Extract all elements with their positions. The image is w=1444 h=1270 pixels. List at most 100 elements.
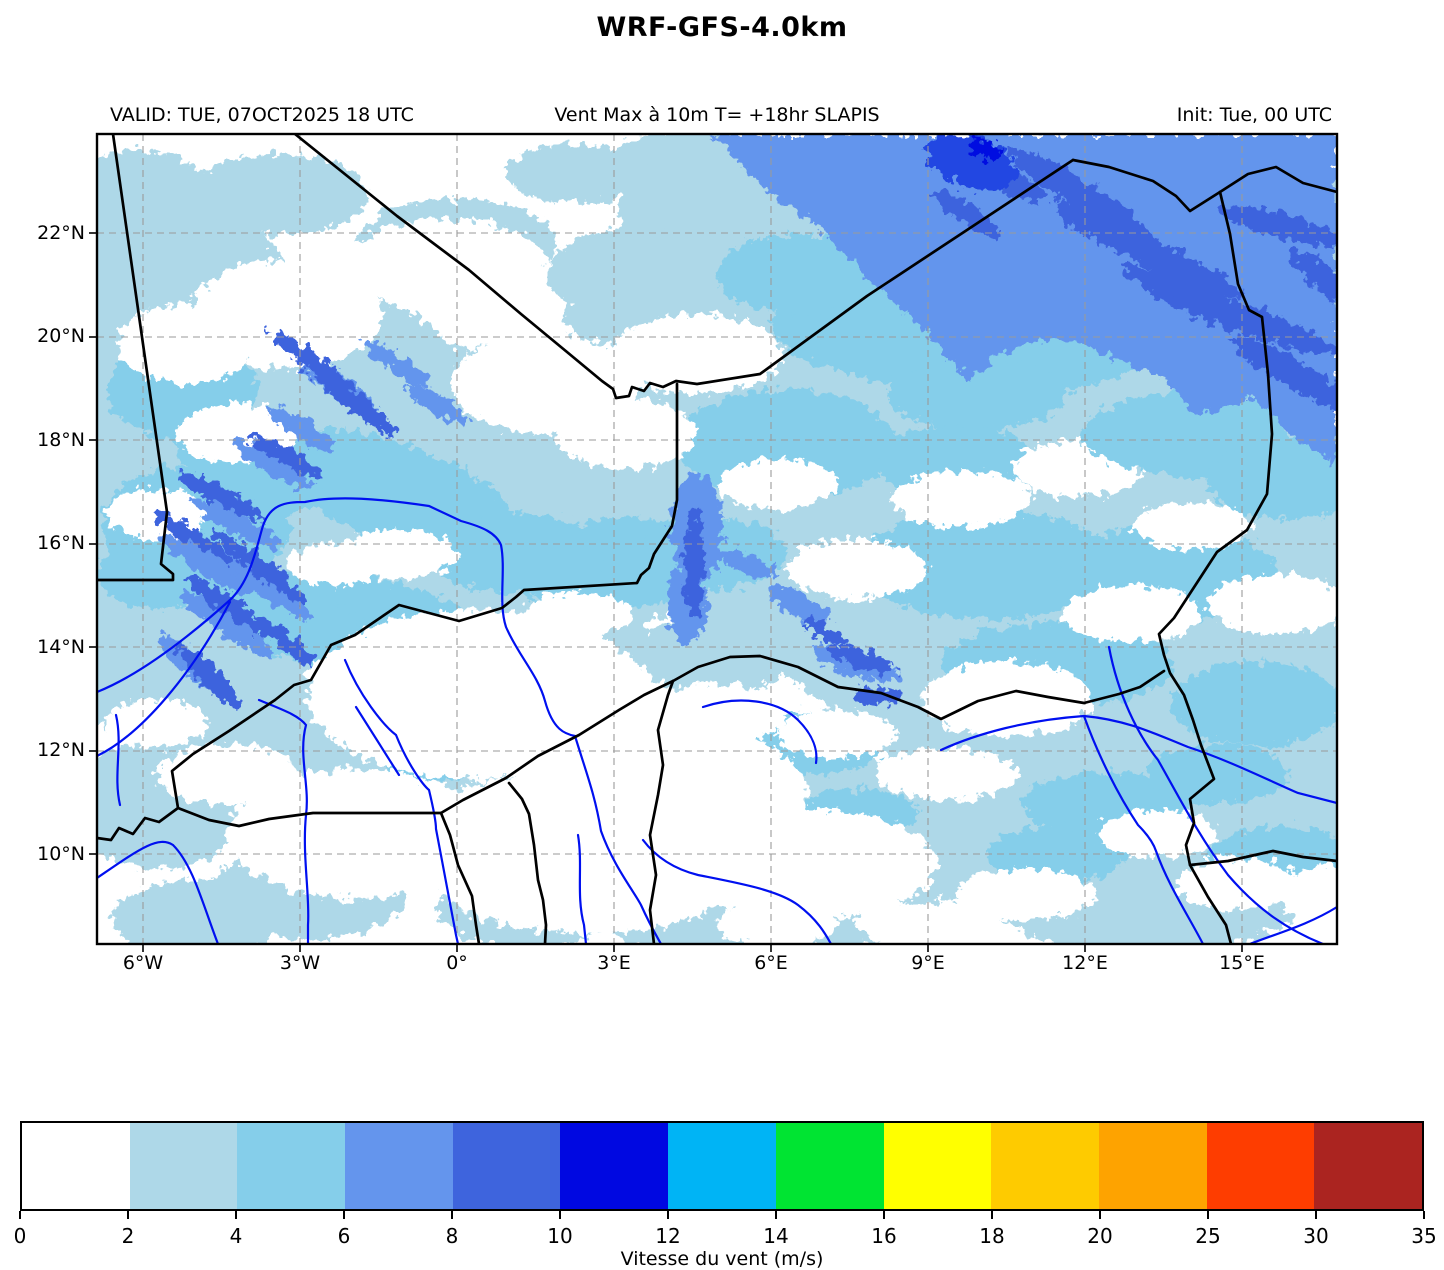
lon-tick-label: 12°E [1062,952,1108,974]
wind-speed-patch [180,591,274,657]
init-time-label: Init: Tue, 00 UTC [1176,104,1332,126]
wind-speed-patch [363,339,431,389]
wind-speed-patch [256,617,314,665]
wind-speed-patch [211,528,307,604]
wind-speed-patch [1010,148,1154,244]
wind-speed-patch [892,471,1032,527]
colorbar-tick-label: 6 [337,1224,351,1248]
wind-speed-patch [232,439,312,489]
wind-speed-patch [612,314,782,394]
wind-speed-patch [1289,249,1337,323]
colorbar-segment [345,1123,453,1209]
wind-field [97,134,1337,944]
wind-speed-patch [507,144,647,204]
rivers [97,497,1337,944]
wind-speed-patch [968,140,1002,160]
wind-speed-patch [1132,502,1252,550]
wind-speed-patch [522,592,632,636]
colorbar-segment [452,1123,561,1209]
wind-speed-patch [766,583,828,625]
colorbar-segment [129,1123,238,1209]
lon-tick-label: 3°E [597,952,631,974]
wind-speed-patch [777,710,897,758]
colorbar-tick-mark [235,1211,237,1219]
wind-speed-patch [1053,203,1161,265]
colorbar-tick-label: 2 [121,1224,135,1248]
lon-tick-label: 6°E [754,952,788,974]
wind-speed-region [712,134,1337,464]
wind-speed-patch [787,539,927,599]
colorbar-tick-label: 35 [1411,1224,1437,1248]
wind-speed-patch [213,547,311,621]
colorbar-tick-mark [343,1211,345,1219]
wind-speed-patch [107,699,207,749]
colorbar-tick-label: 16 [871,1224,897,1248]
wind-speed-patch [922,661,1092,737]
page-title: WRF-GFS-4.0km [596,12,848,43]
wind-speed-patch [805,619,845,645]
colorbar-segment [22,1123,130,1209]
country-borders [97,134,1337,944]
colorbar-tick-label: 10 [547,1224,573,1248]
wind-speed-patch [547,229,727,319]
colorbar-tick-label: 20 [1087,1224,1113,1248]
wind-speed-patch [684,509,704,619]
colorbar-segment [1314,1123,1422,1209]
colorbar-tick-mark [883,1211,885,1219]
colorbar-tick-label: 4 [229,1224,243,1248]
wind-speed-patch [1231,336,1337,416]
wind-speed-patch [647,684,787,744]
wind-speed-patch [887,359,1067,429]
lon-tick-label: 9°E [911,952,945,974]
wind-speed-patch [287,542,387,586]
lat-tick-label: 20°N [37,325,85,347]
wind-speed-patch [427,514,607,594]
wind-speed-patch [159,533,255,595]
lat-tick-label: 12°N [37,739,85,761]
wind-speed-patch [557,399,697,469]
colorbar-segment [991,1123,1099,1209]
colorbar-tick-label: 0 [13,1224,27,1248]
wind-speed-patch [828,644,896,674]
wind-speed-patch [97,149,207,239]
lon-tick-label: 6°W [122,952,164,974]
variable-label: Vent Max à 10m T= +18hr SLAPIS [554,104,880,126]
colorbar-tick-label: 8 [445,1224,459,1248]
colorbar-tick-label: 12 [655,1224,681,1248]
lon-tick-label: 15°E [1219,952,1265,974]
wind-speed-patch [112,881,282,944]
colorbar-segment [668,1123,776,1209]
wind-speed-patch [302,356,396,436]
wind-speed-patch [957,868,1097,920]
colorbar-segment [775,1123,884,1209]
wind-speed-patch [1207,439,1337,519]
wind-speed-patch [677,809,937,919]
wind-speed-patch [933,189,1001,239]
colorbar-tick-label: 25 [1195,1224,1221,1248]
map-canvas [89,132,1339,952]
valid-time-label: VALID: TUE, 07OCT2025 18 UTC [110,104,414,126]
wind-speed-patch [857,509,1117,619]
colorbar-tick-mark [667,1211,669,1219]
wind-speed-patch [718,550,776,578]
wind-speed-patch [1172,662,1337,746]
colorbar-tick-mark [1099,1211,1101,1219]
colorbar-tick-mark [1423,1211,1425,1219]
wind-speed-patch [1062,586,1202,642]
colorbar-tick-label: 14 [763,1224,789,1248]
wind-speed-map [89,132,1339,952]
axis-tick-marks [89,232,1243,952]
colorbar-tick-mark [1315,1211,1317,1219]
lat-tick-label: 22°N [37,222,85,244]
wind-speed-patch [1207,574,1337,634]
colorbar-segment [237,1123,346,1209]
wind-speed-patch [1219,205,1337,247]
wind-speed-patch [307,650,427,698]
wind-speed-patch [248,433,322,479]
colorbar-tick-mark [559,1211,561,1219]
wind-speed-patch [1147,744,1287,804]
colorbar [20,1121,1424,1211]
colorbar-tick-mark [127,1211,129,1219]
colorbar-segment [1206,1123,1315,1209]
colorbar-segment [560,1123,669,1209]
